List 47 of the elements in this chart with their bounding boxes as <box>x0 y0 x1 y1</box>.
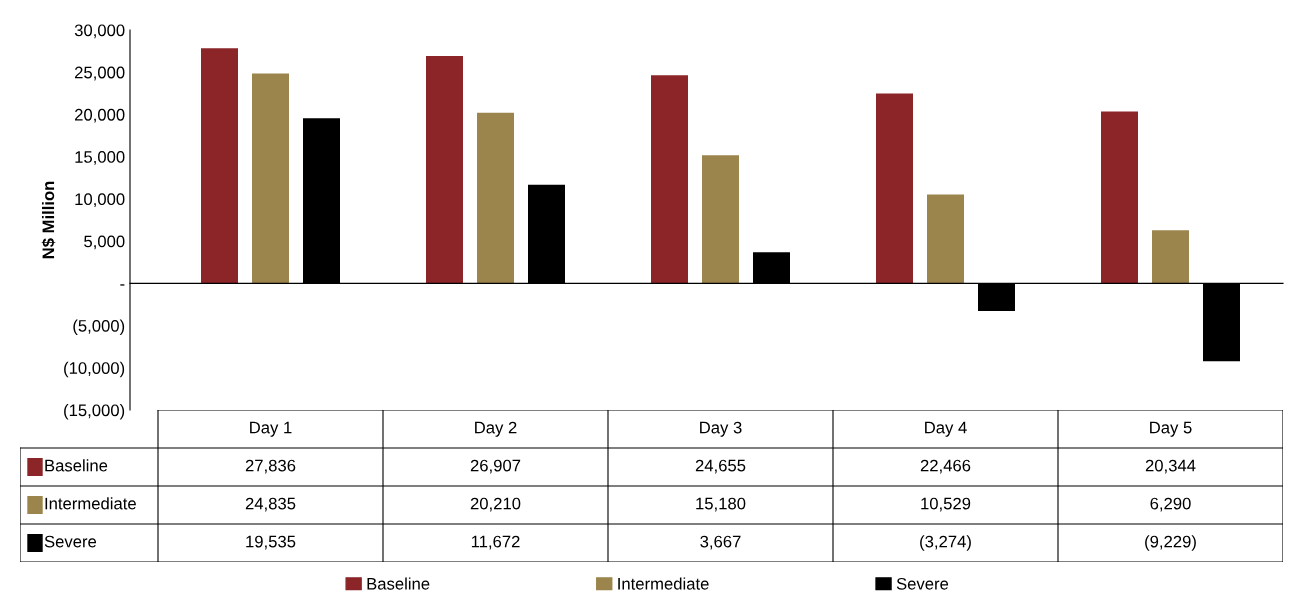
text: Baseline <box>367 577 430 590</box>
x-tick-label: Day 3 <box>700 421 742 437</box>
bar <box>651 75 688 284</box>
data-label: (9,229) <box>1145 535 1196 551</box>
y-tick-label: 25,000 <box>75 66 125 81</box>
bar <box>201 48 238 284</box>
bar <box>702 155 739 284</box>
x-tick-label: Day 2 <box>475 421 517 437</box>
bar <box>876 93 913 284</box>
bar <box>927 194 964 284</box>
data-label: 10,529 <box>921 497 971 512</box>
x-tick-label: Day 5 <box>1150 421 1192 437</box>
data-label: 24,835 <box>245 497 296 512</box>
bar <box>1152 230 1189 284</box>
y-axis-title: N$ Million <box>41 181 56 259</box>
legend-label: Baseline <box>45 459 108 472</box>
text: Intermediate <box>618 577 709 590</box>
y-tick-label: (10,000) <box>64 361 125 378</box>
data-label: 3,667 <box>700 535 741 550</box>
data-label: 15,180 <box>696 497 746 512</box>
x-tick-label: Day 4 <box>925 421 967 437</box>
y-tick-label: (15,000) <box>64 403 125 420</box>
y-tick-label: 30,000 <box>74 24 125 39</box>
y-tick-label: (5,000) <box>73 319 125 336</box>
data-label: 11,672 <box>471 535 520 550</box>
y-tick-label: 20,000 <box>75 108 125 123</box>
data-label: (3,274) <box>920 535 971 551</box>
data-label: 6,290 <box>1150 497 1191 512</box>
legend-label: Severe <box>896 577 949 590</box>
data-label: 20,210 <box>470 497 521 512</box>
y-tick-label: - <box>120 284 125 286</box>
data-label: 24,655 <box>695 459 746 474</box>
legend-label: Intermediate <box>45 497 136 510</box>
bar <box>477 112 514 284</box>
bar <box>426 56 463 284</box>
y-tick-label: 15,000 <box>75 151 125 165</box>
y-tick-label: 10,000 <box>75 193 125 208</box>
data-label: 19,535 <box>246 535 296 550</box>
text: Severe <box>44 535 97 548</box>
data-label: 27,836 <box>245 459 296 474</box>
bar <box>1101 111 1138 284</box>
data-label: 26,907 <box>470 459 521 474</box>
bar <box>252 73 289 284</box>
x-tick-label: Day 1 <box>250 421 292 437</box>
y-tick-label: 5,000 <box>84 235 125 250</box>
data-label: 20,344 <box>1145 459 1196 474</box>
data-label: 22,466 <box>920 459 971 474</box>
